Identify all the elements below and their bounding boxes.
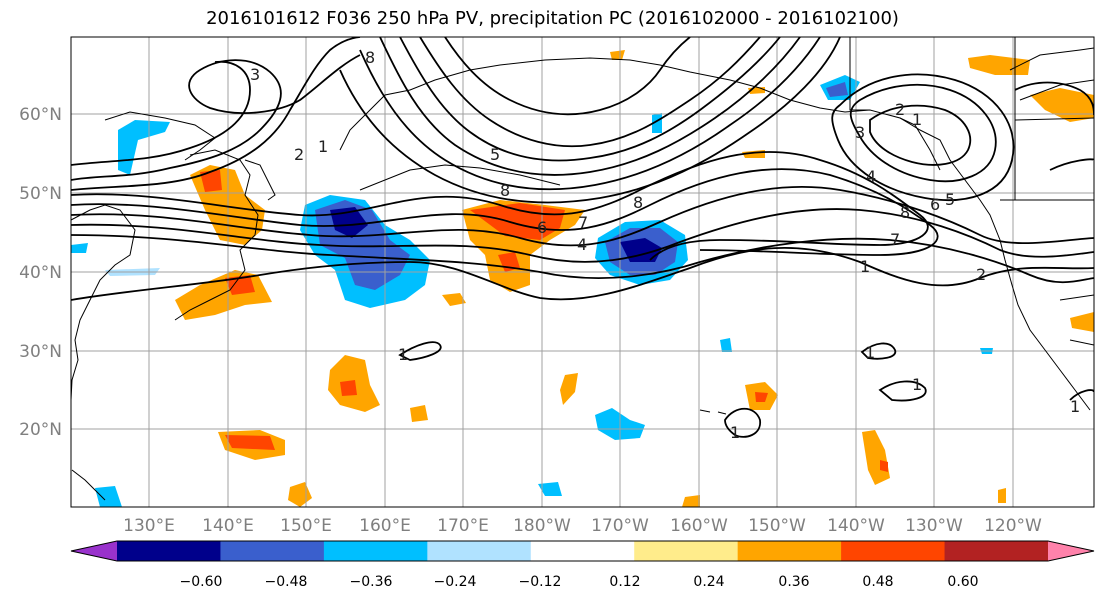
lon-label: 170°W	[591, 516, 649, 536]
colorbar-tick-label: 0.36	[778, 574, 809, 590]
coastlines	[71, 37, 1094, 501]
contour-label: 8	[633, 193, 643, 212]
colorbar-tick-label: −0.24	[434, 574, 477, 590]
contour-label: 8	[900, 203, 910, 222]
lat-label-20n: 20°N	[19, 420, 62, 440]
contour-label: 7	[578, 213, 588, 232]
colorbar-tick-label: 0.24	[693, 574, 724, 590]
colorbar-tick-label: −0.12	[519, 574, 562, 590]
colorbar-extend-high	[1048, 541, 1094, 561]
contour-labels: 3 8 2 1 8 5 6 4 7 8 3 2 1 4 8 6 5 7 1 1 …	[250, 48, 1080, 442]
longitude-labels: 130°E 140°E 150°E 160°E 170°E 180°W 170°…	[123, 516, 1042, 536]
contour-label: 1	[398, 345, 408, 364]
contour-label: 1	[318, 137, 328, 156]
colorbar-tick-label: −0.36	[350, 574, 393, 590]
colorbar-bin	[944, 541, 1049, 561]
contour-label: 6	[537, 218, 547, 237]
colorbar	[70, 540, 1095, 562]
contour-label: 8	[500, 181, 510, 200]
latitude-labels: 60°N 50°N 40°N 30°N 20°N	[19, 105, 62, 440]
lon-label: 120°W	[984, 516, 1042, 536]
precip-negative-shading	[71, 75, 993, 507]
contour-label: 1	[912, 110, 922, 129]
lon-label: 150°E	[280, 516, 332, 536]
colorbar-tick-label: −0.48	[265, 574, 308, 590]
pv-contours	[71, 37, 1094, 438]
lon-label: 160°W	[670, 516, 728, 536]
contour-label: 1	[1070, 397, 1080, 416]
lat-label-30n: 30°N	[19, 342, 62, 362]
contour-label: 3	[855, 123, 865, 142]
colorbar-extend-low	[71, 541, 117, 561]
colorbar-tick-label: 0.60	[947, 574, 978, 590]
colorbar-bin	[427, 541, 532, 561]
contour-label: 4	[577, 235, 587, 254]
contour-label: 5	[490, 145, 500, 164]
colorbar-tick-label: 0.48	[862, 574, 893, 590]
contour-label: 7	[890, 230, 900, 249]
lon-label: 140°E	[202, 516, 254, 536]
colorbar-tick-label: −0.60	[180, 574, 223, 590]
lon-label: 130°W	[905, 516, 963, 536]
colorbar-tick-labels: −0.60 −0.48 −0.36 −0.24 −0.12 0.12 0.24 …	[180, 574, 979, 590]
lon-label: 170°E	[437, 516, 489, 536]
lon-label: 140°W	[827, 516, 885, 536]
contour-label: 1	[912, 375, 922, 394]
colorbar-bin	[634, 541, 739, 561]
contour-label: 8	[365, 48, 375, 67]
contour-label: 4	[866, 167, 876, 186]
contour-label: 2	[294, 145, 304, 164]
colorbar-bin	[117, 541, 221, 561]
contour-label: 5	[945, 190, 955, 209]
colorbar-tick-label: 0.12	[609, 574, 640, 590]
lon-label: 160°E	[359, 516, 411, 536]
map-title: 2016101612 F036 250 hPa PV, precipitatio…	[206, 8, 899, 29]
lat-label-40n: 40°N	[19, 263, 62, 283]
contour-label: 2	[976, 265, 986, 284]
contour-label: 1	[860, 257, 870, 276]
map-frame	[70, 36, 1095, 508]
colorbar-bin	[737, 541, 842, 561]
lon-label: 150°W	[748, 516, 806, 536]
contour-label: 1	[865, 343, 875, 362]
lat-label-50n: 50°N	[19, 184, 62, 204]
contour-label: 2	[895, 100, 905, 119]
colorbar-outline	[70, 540, 1095, 562]
colorbar-bin	[841, 541, 946, 561]
contour-label: 6	[930, 195, 940, 214]
colorbar-bin	[323, 541, 428, 561]
contour-label: 3	[250, 65, 260, 84]
lat-label-60n: 60°N	[19, 105, 62, 125]
contour-label: 1	[730, 423, 740, 442]
lon-label: 180°W	[513, 516, 571, 536]
colorbar-bin	[530, 541, 635, 561]
lon-label: 130°E	[123, 516, 175, 536]
colorbar-bin	[220, 541, 325, 561]
